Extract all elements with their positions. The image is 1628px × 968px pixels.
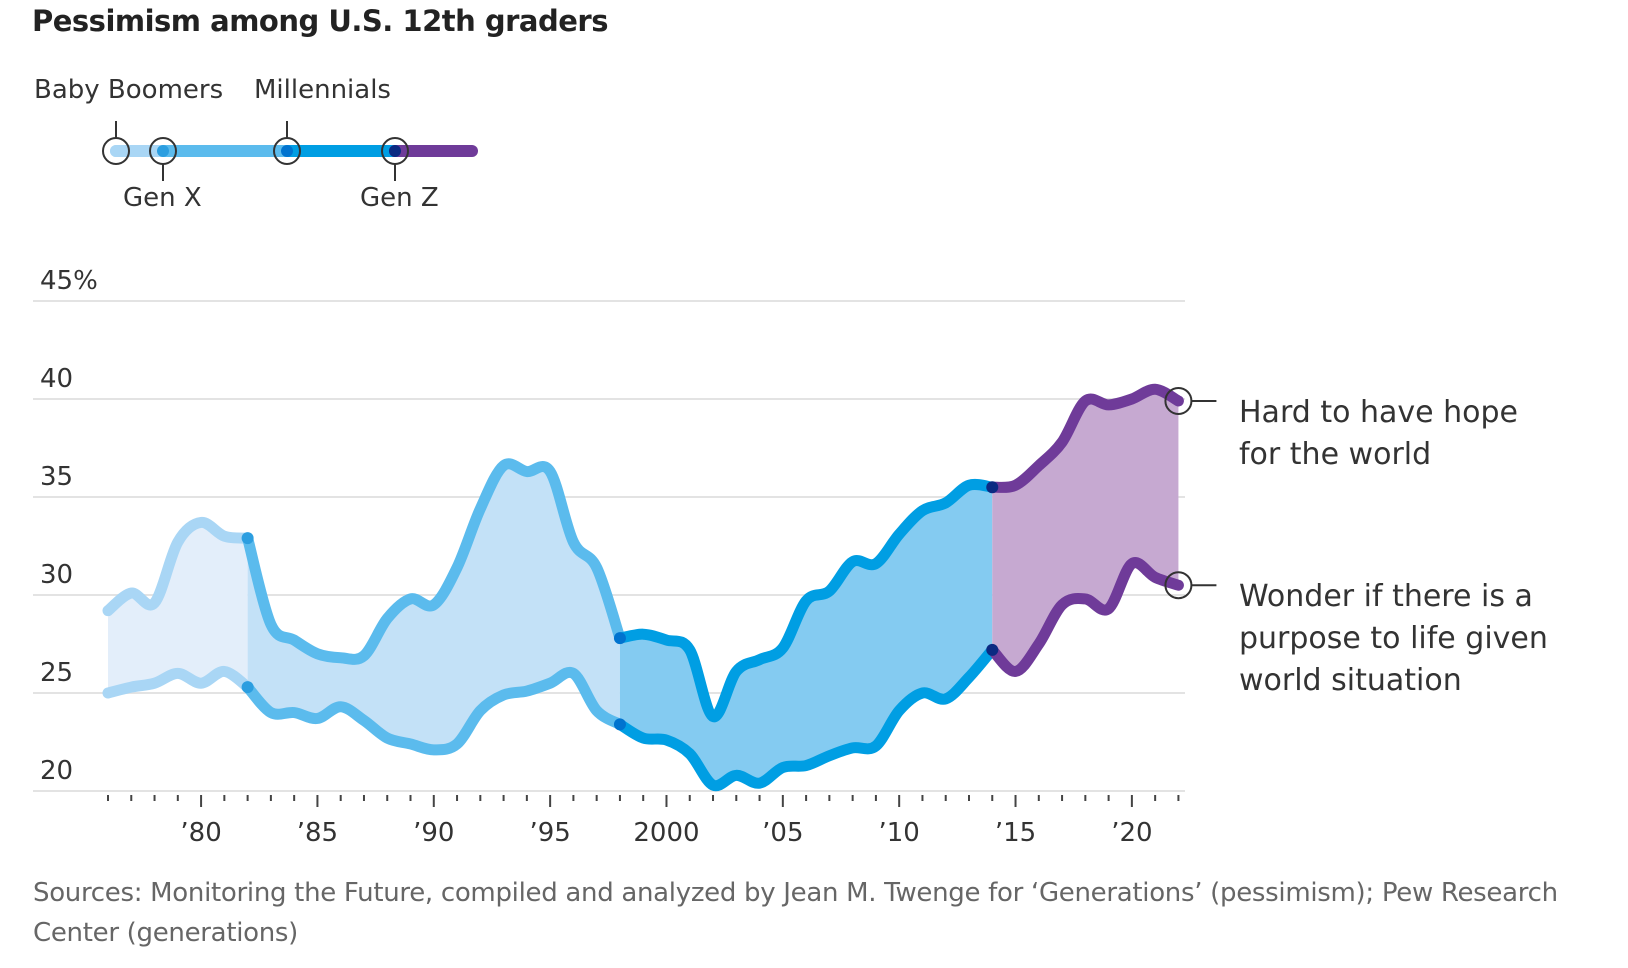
y-tick-label: 20 bbox=[40, 756, 73, 786]
x-axis: ’80 ’85 ’90 ’95 2000 ’05 ’10 ’15 ’20 bbox=[107, 795, 1180, 848]
line-hope-baby-boomers bbox=[102, 516, 254, 617]
x-tick-label: ’80 bbox=[180, 818, 221, 848]
annotation-purpose-line-3: world situation bbox=[1239, 663, 1462, 698]
line-hope-gen-z bbox=[986, 383, 1184, 493]
generation-join-dot bbox=[613, 718, 626, 731]
line-hope-gen-x bbox=[242, 458, 626, 665]
generation-join-dot bbox=[241, 532, 254, 545]
x-tick-label: ’90 bbox=[413, 818, 454, 848]
line-purpose-millennials bbox=[614, 644, 998, 792]
y-tick-label: 40 bbox=[40, 364, 73, 394]
line-hope-millennials bbox=[614, 478, 998, 723]
x-tick-label: ’15 bbox=[995, 818, 1036, 848]
source-line-1: Sources: Monitoring the Future, compiled… bbox=[33, 878, 1558, 908]
end-markers bbox=[1164, 386, 1217, 600]
annotation-purpose: Wonder if there is a purpose to life giv… bbox=[1239, 576, 1548, 702]
legend-label-millennials: Millennials bbox=[254, 75, 391, 105]
legend-dot bbox=[389, 145, 401, 157]
generation-join-dot bbox=[986, 643, 999, 656]
line-purpose-baby-boomers bbox=[102, 665, 254, 699]
x-tick-label: ’85 bbox=[297, 818, 338, 848]
y-tick-label: 35 bbox=[40, 462, 73, 492]
y-tick-label: 30 bbox=[40, 560, 73, 590]
line-purpose-gen-z bbox=[986, 557, 1184, 677]
source-line-2: Center (generations) bbox=[33, 918, 299, 948]
annotation-purpose-line-2: purpose to life given bbox=[1239, 621, 1548, 656]
legend-dot bbox=[157, 145, 169, 157]
annotation-purpose-line-1: Wonder if there is a bbox=[1239, 579, 1533, 614]
generation-join-dot bbox=[241, 681, 254, 694]
generation-join-dot bbox=[986, 481, 999, 494]
x-tick-label: ’05 bbox=[762, 818, 803, 848]
area-fills bbox=[108, 389, 1179, 786]
series-lines bbox=[102, 383, 1184, 792]
legend-dot bbox=[281, 145, 293, 157]
y-tick-label: 45% bbox=[40, 266, 98, 296]
area-gen-z bbox=[992, 389, 1179, 672]
annotation-hope: Hard to have hope for the world bbox=[1239, 392, 1518, 476]
line-purpose-gen-x bbox=[242, 666, 626, 756]
generation-join-dot bbox=[613, 632, 626, 645]
generation-legend bbox=[102, 121, 478, 181]
legend-label-gen-x: Gen X bbox=[123, 183, 202, 213]
x-tick-label: 2000 bbox=[633, 818, 699, 848]
x-tick-label: ’95 bbox=[529, 818, 570, 848]
x-tick-label: ’10 bbox=[879, 818, 920, 848]
legend-label-gen-z: Gen Z bbox=[360, 183, 439, 213]
y-axis-labels: 20 25 30 35 40 45% bbox=[40, 266, 98, 786]
legend-label-baby-boomers: Baby Boomers bbox=[34, 75, 224, 105]
annotation-hope-line-2: for the world bbox=[1239, 437, 1432, 472]
y-tick-label: 25 bbox=[40, 658, 73, 688]
x-tick-label: ’20 bbox=[1111, 818, 1152, 848]
chart-title: Pessimism among U.S. 12th graders bbox=[32, 4, 608, 38]
area-baby-boomers bbox=[108, 522, 248, 693]
legend-dot bbox=[110, 145, 122, 157]
annotation-hope-line-1: Hard to have hope bbox=[1239, 395, 1518, 430]
